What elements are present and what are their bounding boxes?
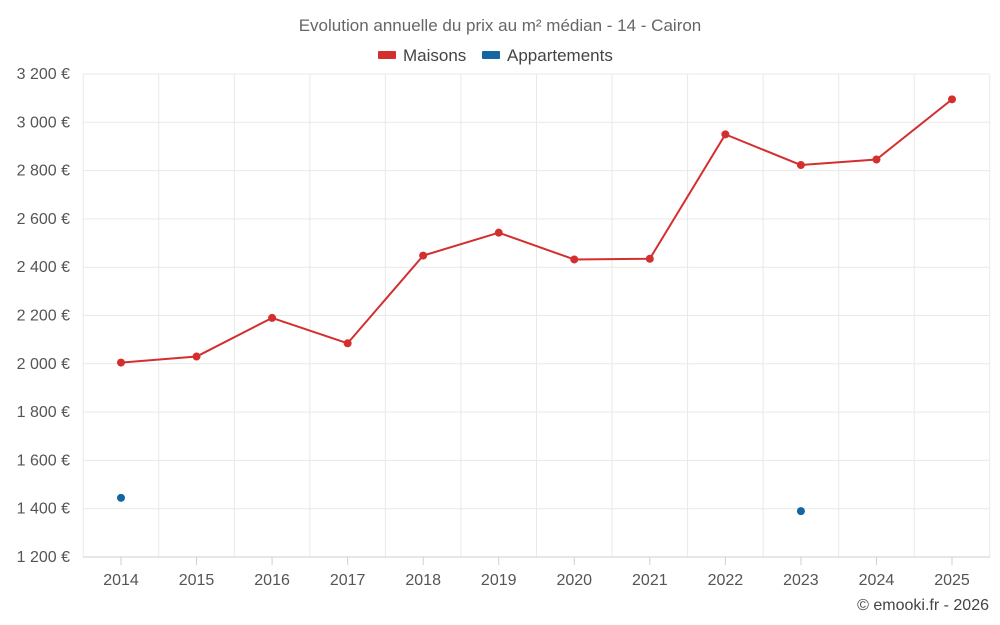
legend-swatch-maisons [378, 51, 396, 59]
x-tick-label: 2016 [254, 572, 290, 589]
legend-swatch-appartements [482, 51, 500, 59]
legend-label-maisons: Maisons [403, 46, 466, 65]
credit-text: © emooki.fr - 2026 [857, 597, 989, 614]
y-tick-label: 3 000 € [17, 114, 70, 131]
chart-title: Evolution annuelle du prix au m² médian … [299, 16, 702, 35]
y-tick-label: 2 200 € [17, 308, 70, 325]
y-axis: 1 200 € 1 400 € 1 600 € 1 800 € 2 000 € 2 200… [17, 66, 70, 566]
x-tick-label: 2021 [632, 572, 668, 589]
data-point-maisons-2017[interactable] [343, 339, 352, 348]
y-tick-label: 1 200 € [17, 549, 70, 566]
legend-item-appartements[interactable]: Appartements [482, 46, 613, 65]
data-point-maisons-2014[interactable] [117, 358, 125, 367]
y-tick-label: 2 800 € [17, 163, 70, 180]
x-tick-label: 2014 [103, 572, 139, 589]
series [117, 95, 956, 516]
x-tick-label: 2023 [783, 572, 819, 589]
data-point-maisons-2023[interactable] [796, 161, 805, 170]
data-point-maisons-2024[interactable] [872, 155, 881, 164]
x-tick-label: 2022 [708, 572, 744, 589]
data-point-maisons-2019[interactable] [494, 228, 503, 237]
x-tick-label: 2019 [481, 572, 517, 589]
x-tick-label: 2024 [859, 572, 895, 589]
x-tick-label: 2025 [934, 572, 970, 589]
data-point-maisons-2018[interactable] [419, 251, 428, 260]
y-tick-label: 1 800 € [17, 404, 70, 421]
data-point-appartements-2023[interactable] [796, 507, 805, 516]
y-tick-label: 1 600 € [17, 452, 70, 469]
data-point-maisons-2021[interactable] [645, 254, 654, 263]
x-tick-label: 2017 [330, 572, 366, 589]
data-point-maisons-2022[interactable] [721, 130, 730, 139]
y-tick-label: 2 600 € [17, 211, 70, 228]
x-axis: 2014 2015 2016 2017 2018 2019 2020 2021 2022 2023… [83, 556, 990, 589]
legend-item-maisons[interactable]: Maisons [378, 46, 466, 65]
y-tick-label: 1 400 € [17, 501, 70, 518]
series-line-maisons [120, 98, 953, 364]
legend: Maisons Appartements [378, 46, 613, 65]
data-point-maisons-2020[interactable] [570, 255, 579, 264]
legend-label-appartements: Appartements [507, 46, 613, 65]
y-tick-label: 2 400 € [17, 259, 70, 276]
y-tick-label: 3 200 € [17, 66, 70, 83]
data-point-maisons-2015[interactable] [192, 352, 201, 361]
data-point-maisons-2016[interactable] [268, 313, 277, 322]
x-tick-label: 2018 [405, 572, 441, 589]
data-point-appartements-2014[interactable] [117, 493, 125, 502]
data-point-maisons-2025[interactable] [948, 95, 956, 104]
y-tick-label: 2 000 € [17, 356, 70, 373]
x-tick-label: 2020 [556, 572, 592, 589]
x-tick-label: 2015 [179, 572, 215, 589]
grid [82, 73, 991, 558]
